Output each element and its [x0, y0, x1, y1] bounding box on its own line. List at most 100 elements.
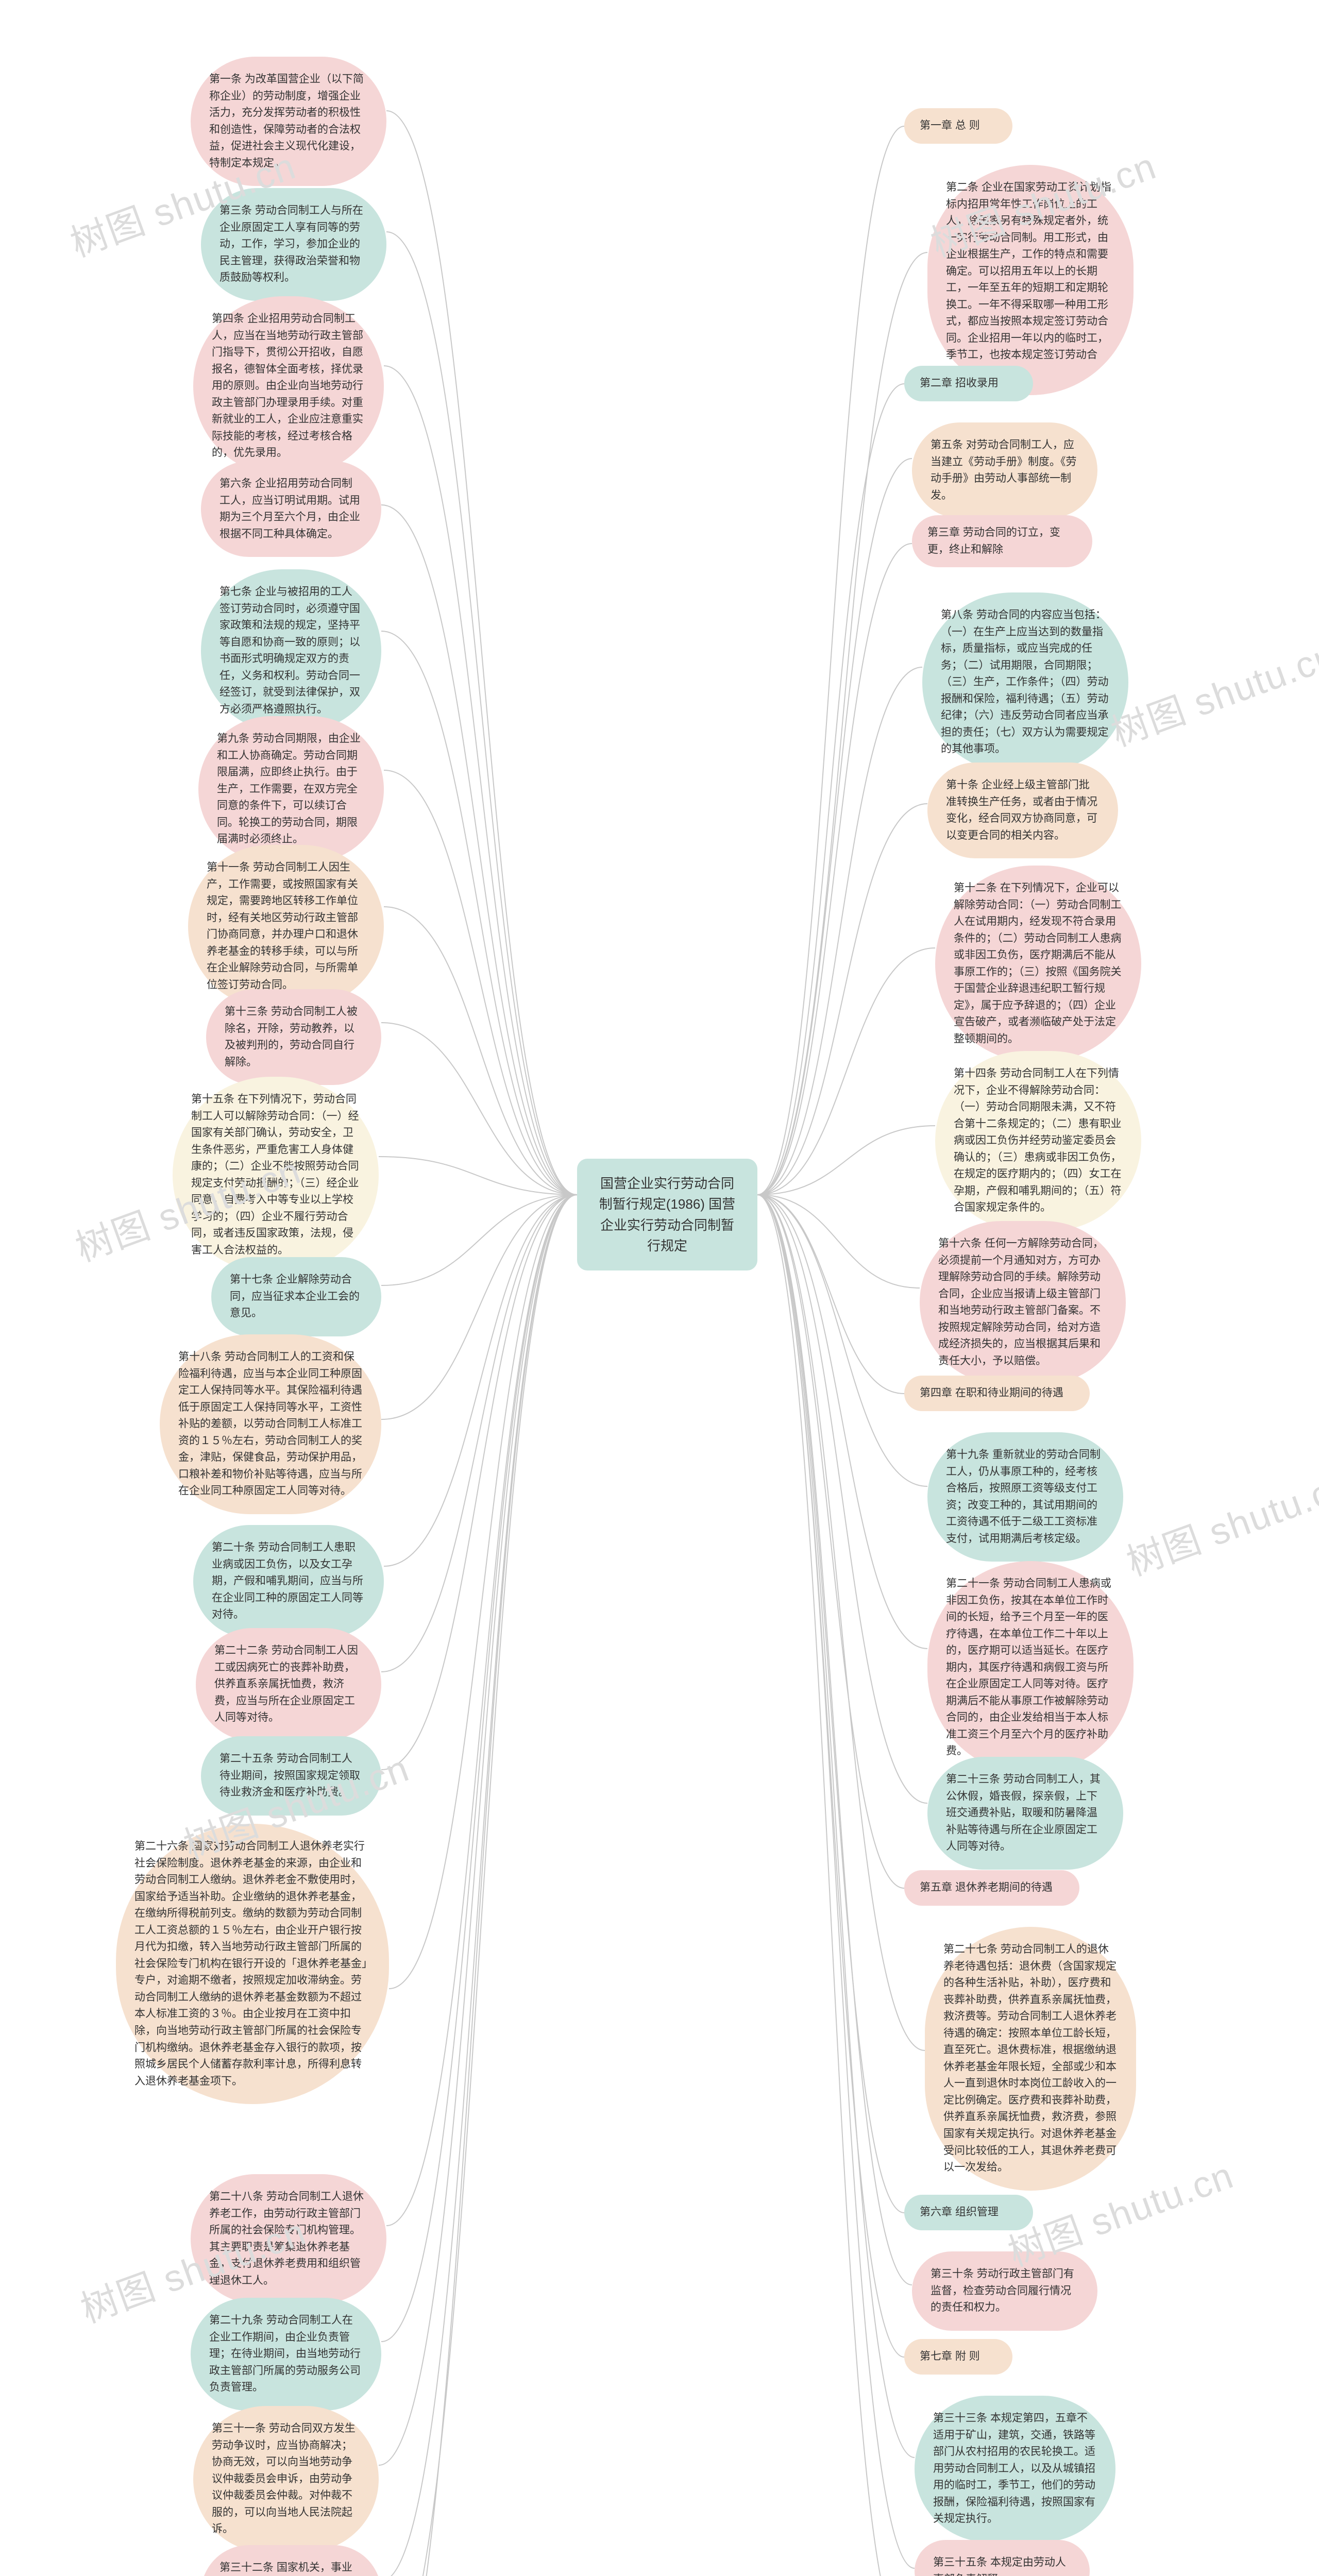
connector [757, 459, 912, 1195]
node-text: 第一条 为改革国营企业（以下简称企业）的劳动制度，增强企业活力，充分发挥劳动者的… [209, 73, 364, 169]
right-node-17: 第三十条 劳动行政主管部门有监督，检查劳动合同履行情况的责任和权力。 [912, 2251, 1097, 2331]
node-text: 第七章 附 则 [920, 2350, 980, 2362]
connector [381, 505, 577, 1195]
node-text: 第十八条 劳动合同制工人的工资和保险福利待遇，应当与本企业同工种原固定工人保持同… [178, 1351, 362, 1497]
left-node-17: 第三十一条 劳动合同双方发生劳动争议时，应当协商解决；协商无效，可以向当地劳动争… [193, 2406, 379, 2552]
node-text: 第十三条 劳动合同制工人被除名，开除，劳动教养，以及被判刑的，劳动合同自行解除。 [225, 1006, 358, 1068]
connector [381, 1195, 577, 1285]
node-text: 第七条 企业与被招用的工人签订劳动合同时，必须遵守国家政策和法规的规定，坚持平等… [219, 586, 360, 715]
right-node-4: 第三章 劳动合同的订立，变更，终止和解除 [912, 515, 1092, 567]
node-text: 第六章 组织管理 [920, 2206, 999, 2218]
node-text: 第八条 劳动合同的内容应当包括：（一）在生产上应当达到的数量指标，质量指标，或应… [941, 609, 1109, 755]
connector [757, 252, 927, 1195]
connector [386, 1195, 577, 2226]
center-label: 国营企业实行劳动合同制暂行规定(1986) 国营企业实行劳动合同制暂行规定 [599, 1176, 735, 1253]
connector [389, 1195, 577, 1989]
connector [384, 907, 577, 1195]
node-text: 第二十七条 劳动合同制工人的退休养老待遇包括：退休费（含国家规定的各种生活补贴，… [943, 1943, 1117, 2173]
right-node-19: 第三十三条 本规定第四，五章不适用于矿山，建筑，交通，铁路等部门从农村招用的农民… [915, 2396, 1115, 2542]
right-node-0: 第一章 总 则 [904, 108, 1012, 144]
connector [757, 667, 922, 1195]
connector [384, 1195, 577, 1566]
connector [757, 1195, 904, 2357]
connector [757, 1195, 915, 2568]
right-node-20: 第三十五条 本规定由劳动人事部负责解释。 [915, 2540, 1090, 2576]
left-node-12: 第二十二条 劳动合同制工人因工或因病死亡的丧葬补助费，供养直系亲属抚恤费，救济费… [196, 1628, 381, 1741]
connector [757, 1195, 904, 2576]
node-text: 第二十八条 劳动合同制工人退休养老工作，由劳动行政主管部门所属的社会保险专门机构… [209, 2191, 364, 2286]
connector [757, 1195, 920, 1288]
left-node-3: 第六条 企业招用劳动合同制工人，应当订明试用期。试用期为三个月至六个月，由企业根… [201, 461, 381, 557]
connector [757, 544, 912, 1195]
connector [381, 1023, 577, 1195]
left-node-9: 第十七条 企业解除劳动合同，应当征求本企业工会的意见。 [211, 1257, 381, 1336]
node-text: 第十一条 劳动合同制工人因生产，工作需要，或按照国家有关规定，需要跨地区转移工作… [207, 861, 358, 991]
right-node-12: 第二十一条 劳动合同制工人患病或非因工负伤，按其在本单位工作时间的长短，给予三个… [927, 1561, 1134, 1774]
node-text: 第二十五条 劳动合同制工人待业期间，按照国家规定领取待业救济金和医疗补助费。 [219, 1753, 360, 1798]
right-node-13: 第二十三条 劳动合同制工人，其公休假，婚丧假，探亲假，上下班交通费补贴，取暖和防… [927, 1757, 1123, 1870]
connector [384, 770, 577, 1195]
connector [374, 1195, 577, 2576]
right-node-16: 第六章 组织管理 [904, 2195, 1033, 2230]
left-node-7: 第十三条 劳动合同制工人被除名，开除，劳动教养，以及被判刑的，劳动合同自行解除。 [206, 989, 381, 1085]
connector [386, 232, 577, 1195]
connector [757, 384, 904, 1195]
connector [757, 1126, 935, 1195]
right-node-15: 第二十七条 劳动合同制工人的退休养老待遇包括：退休费（含国家规定的各种生活补贴，… [925, 1927, 1136, 2191]
node-text: 第十五条 在下列情况下，劳动合同制工人可以解除劳动合同：（一）经国家有关部门确认… [191, 1093, 359, 1256]
watermark: 树图 shutu.cn [1118, 1454, 1319, 1586]
left-node-15: 第二十八条 劳动合同制工人退休养老工作，由劳动行政主管部门所属的社会保险专门机构… [191, 2174, 386, 2303]
node-text: 第二十条 劳动合同制工人患职业病或因工负伤，以及女工孕期，产假和哺乳期间，应当与… [212, 1541, 363, 1620]
node-text: 第二十六条 国家对劳动合同制工人退休养老实行社会保险制度。退休养老基金的来源，由… [134, 1840, 367, 2087]
node-text: 第十七条 企业解除劳动合同，应当征求本企业工会的意见。 [230, 1274, 360, 1319]
right-node-6: 第十条 企业经上级主管部门批准转换生产任务，或者由于情况变化，经合同双方协商同意… [927, 762, 1118, 858]
node-text: 第一章 总 则 [920, 120, 980, 131]
left-node-11: 第二十条 劳动合同制工人患职业病或因工负伤，以及女工孕期，产假和哺乳期间，应当与… [193, 1525, 384, 1638]
center-node: 国营企业实行劳动合同制暂行规定(1986) 国营企业实行劳动合同制暂行规定 [577, 1159, 757, 1270]
connector [757, 1195, 904, 1394]
watermark: 树图 shutu.cn [1103, 625, 1319, 756]
node-text: 第四条 企业招用劳动合同制工人，应当在当地劳动行政主管部门指导下，贯彻公开招收，… [212, 313, 363, 459]
node-text: 第三十五条 本规定由劳动人事部负责解释。 [933, 2556, 1066, 2576]
right-node-18: 第七章 附 则 [904, 2339, 1012, 2375]
node-text: 第四章 在职和待业期间的待遇 [920, 1387, 1063, 1399]
connector [757, 948, 935, 1195]
node-text: 第三章 劳动合同的订立，变更，终止和解除 [927, 527, 1060, 555]
connector [757, 1195, 927, 1803]
node-text: 第三十一条 劳动合同双方发生劳动争议时，应当协商解决；协商无效，可以向当地劳动争… [212, 2422, 356, 2535]
node-text: 第二条 企业在国家劳动工资计划指标内招用常年性工作岗位上的工人，除国家另有特殊规… [946, 181, 1111, 378]
connector [381, 1195, 577, 1419]
connector [757, 1195, 904, 1888]
connector [757, 1195, 904, 2213]
node-text: 第二十二条 劳动合同制工人因工或因病死亡的丧葬补助费，供养直系亲属抚恤费，救济费… [214, 1645, 358, 1723]
connector [381, 1195, 577, 2342]
connector [386, 111, 577, 1195]
right-node-14: 第五章 退休养老期间的待遇 [904, 1870, 1079, 1906]
node-text: 第二十九条 劳动合同制工人在企业工作期间，由企业负责管理；在待业期间，由当地劳动… [209, 2314, 361, 2393]
left-node-8: 第十五条 在下列情况下，劳动合同制工人可以解除劳动合同：（一）经国家有关部门确认… [173, 1077, 379, 1273]
node-text: 第九条 劳动合同期限，由企业和工人协商确定。劳动合同期限届满，应即终止执行。由于… [217, 733, 361, 845]
node-text: 第三十二条 国家机关，事业单位和社会团体在常年性岗位上招用的工人，应当比照本规定… [219, 2562, 360, 2576]
right-node-5: 第八条 劳动合同的内容应当包括：（一）在生产上应当达到的数量指标，质量指标，或应… [922, 592, 1128, 772]
connector [757, 1195, 912, 2285]
connector [384, 1195, 577, 2576]
node-text: 第十九条 重新就业的劳动合同制工人，仍从事原工种的，经考核合格后，按照原工资等级… [946, 1449, 1101, 1545]
node-text: 第十四条 劳动合同制工人在下列情况下，企业不得解除劳动合同：（一）劳动合同期限未… [954, 1067, 1122, 1213]
node-text: 第五章 退休养老期间的待遇 [920, 1882, 1053, 1893]
connector [381, 1195, 577, 1672]
connector [757, 1195, 925, 2050]
right-node-8: 第十四条 劳动合同制工人在下列情况下，企业不得解除劳动合同：（一）劳动合同期限未… [935, 1051, 1141, 1231]
connector [381, 1195, 577, 1770]
connector [381, 631, 577, 1195]
left-node-2: 第四条 企业招用劳动合同制工人，应当在当地劳动行政主管部门指导下，贯彻公开招收，… [193, 296, 384, 476]
left-node-10: 第十八条 劳动合同制工人的工资和保险福利待遇，应当与本企业同工种原固定工人保持同… [160, 1334, 381, 1514]
left-node-4: 第七条 企业与被招用的工人签订劳动合同时，必须遵守国家政策和法规的规定，坚持平等… [201, 569, 381, 732]
node-text: 第五条 对劳动合同制工人，应当建立《劳动手册》制度。《劳动手册》由劳动人事部统一… [931, 439, 1077, 501]
right-node-7: 第十二条 在下列情况下，企业可以解除劳动合同：（一）劳动合同制工人在试用期内，经… [935, 866, 1141, 1062]
right-node-10: 第四章 在职和待业期间的待遇 [904, 1376, 1090, 1411]
connector [757, 1195, 915, 2458]
right-node-1: 第二条 企业在国家劳动工资计划指标内招用常年性工作岗位上的工人，除国家另有特殊规… [927, 165, 1134, 395]
node-text: 第三十条 劳动行政主管部门有监督，检查劳动合同履行情况的责任和权力。 [931, 2268, 1074, 2313]
connector [757, 126, 904, 1195]
node-text: 第二十三条 劳动合同制工人，其公休假，婚丧假，探亲假，上下班交通费补贴，取暖和防… [946, 1773, 1101, 1852]
